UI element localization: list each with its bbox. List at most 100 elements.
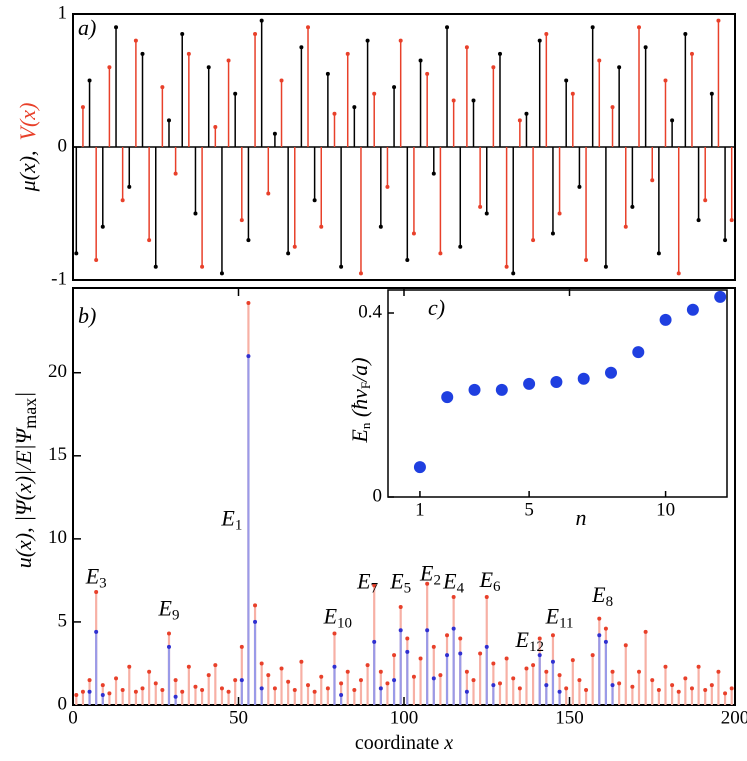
stem-tip: [630, 684, 635, 689]
stem: [94, 147, 99, 263]
stem-tip: [458, 244, 463, 249]
stem: [676, 147, 681, 276]
energy-label-main: E: [158, 595, 173, 620]
stem: [577, 678, 582, 705]
stem: [339, 693, 344, 705]
stem: [358, 147, 363, 276]
stem-tip: [663, 664, 668, 669]
stem-tip: [584, 258, 589, 263]
stem: [570, 91, 575, 147]
stem-tip: [239, 218, 244, 223]
stem-tip: [531, 238, 536, 243]
energy-label-sub: 8: [606, 594, 614, 610]
stem-tip: [557, 211, 562, 216]
stem-tip: [272, 686, 277, 691]
stem-tip: [239, 678, 244, 683]
stem: [279, 78, 284, 147]
stem: [272, 686, 277, 705]
stem-tip: [312, 689, 317, 694]
stem: [425, 628, 430, 705]
stem-tip: [590, 25, 595, 30]
stem-tip: [689, 51, 694, 56]
stem-tip: [100, 683, 105, 688]
stem-tip: [650, 678, 655, 683]
energy-label-sub: 10: [337, 616, 352, 632]
stem-tip: [259, 686, 264, 691]
stem-tip: [405, 649, 410, 654]
energy-label-sub: 7: [371, 581, 379, 597]
stem-tip: [597, 633, 602, 638]
stem-tip: [491, 683, 496, 688]
stem-tip: [564, 686, 569, 691]
x-tick-label: 10: [656, 499, 675, 520]
stem: [312, 147, 317, 203]
y-label-part: E: [11, 450, 36, 465]
stem: [352, 105, 357, 147]
stem-tip: [703, 688, 708, 693]
stem: [584, 147, 589, 263]
stem-tip: [107, 691, 112, 696]
stem-tip: [716, 669, 721, 674]
stem: [345, 51, 350, 147]
stem: [405, 649, 410, 705]
stem-tip: [378, 686, 383, 691]
stem: [107, 691, 112, 705]
stem-tip: [637, 669, 642, 674]
stem-tip: [332, 631, 337, 636]
stem-tip: [173, 694, 178, 699]
stem-tip: [617, 681, 622, 686]
stem: [623, 643, 628, 705]
stem: [74, 693, 79, 705]
stem: [597, 58, 602, 147]
stem-tip: [358, 271, 363, 276]
point: [468, 383, 481, 396]
stem-tip: [87, 78, 92, 83]
stem: [550, 659, 555, 705]
stem-tip: [478, 204, 483, 209]
stem-tip: [352, 688, 357, 693]
energy-label: E1: [220, 506, 242, 534]
energy-label-main: E: [356, 569, 371, 594]
stem-tip: [306, 683, 311, 688]
stem: [147, 147, 152, 243]
stem-tip: [544, 669, 549, 674]
energy-label: E3: [85, 564, 107, 592]
stem-tip: [445, 25, 450, 30]
stem-tip: [74, 251, 79, 256]
stem: [524, 666, 529, 705]
stem-tip: [100, 224, 105, 229]
stem: [246, 354, 251, 705]
stem-tip: [411, 231, 416, 236]
stem: [438, 147, 443, 256]
stem-tip: [610, 683, 615, 688]
stem: [537, 38, 542, 147]
stem: [643, 629, 648, 705]
stem: [418, 58, 423, 147]
stem-tip: [425, 581, 430, 586]
stem-tip: [703, 198, 708, 203]
stem: [464, 689, 469, 705]
stem: [497, 51, 502, 147]
stem-tip: [603, 264, 608, 269]
stem-tip: [120, 688, 125, 693]
stem-tip: [723, 238, 728, 243]
stem-tip: [564, 78, 569, 83]
stem-tip: [511, 271, 516, 276]
stem: [431, 147, 436, 176]
stem: [339, 147, 344, 269]
stem: [325, 686, 330, 705]
stem-tip: [524, 666, 529, 671]
energy-label-sub: 2: [433, 573, 441, 589]
stem: [100, 693, 105, 705]
stem-tip: [643, 45, 648, 50]
energy-label: E5: [389, 569, 411, 597]
energy-label-sub: 3: [99, 576, 107, 592]
stem: [120, 688, 125, 705]
stem: [127, 147, 132, 189]
stem-tip: [166, 631, 171, 636]
stem-tip: [253, 603, 258, 608]
stem-tip: [464, 45, 469, 50]
stem-tip: [193, 211, 198, 216]
stem-tip: [219, 271, 224, 276]
x-axis-label: n: [576, 505, 587, 530]
